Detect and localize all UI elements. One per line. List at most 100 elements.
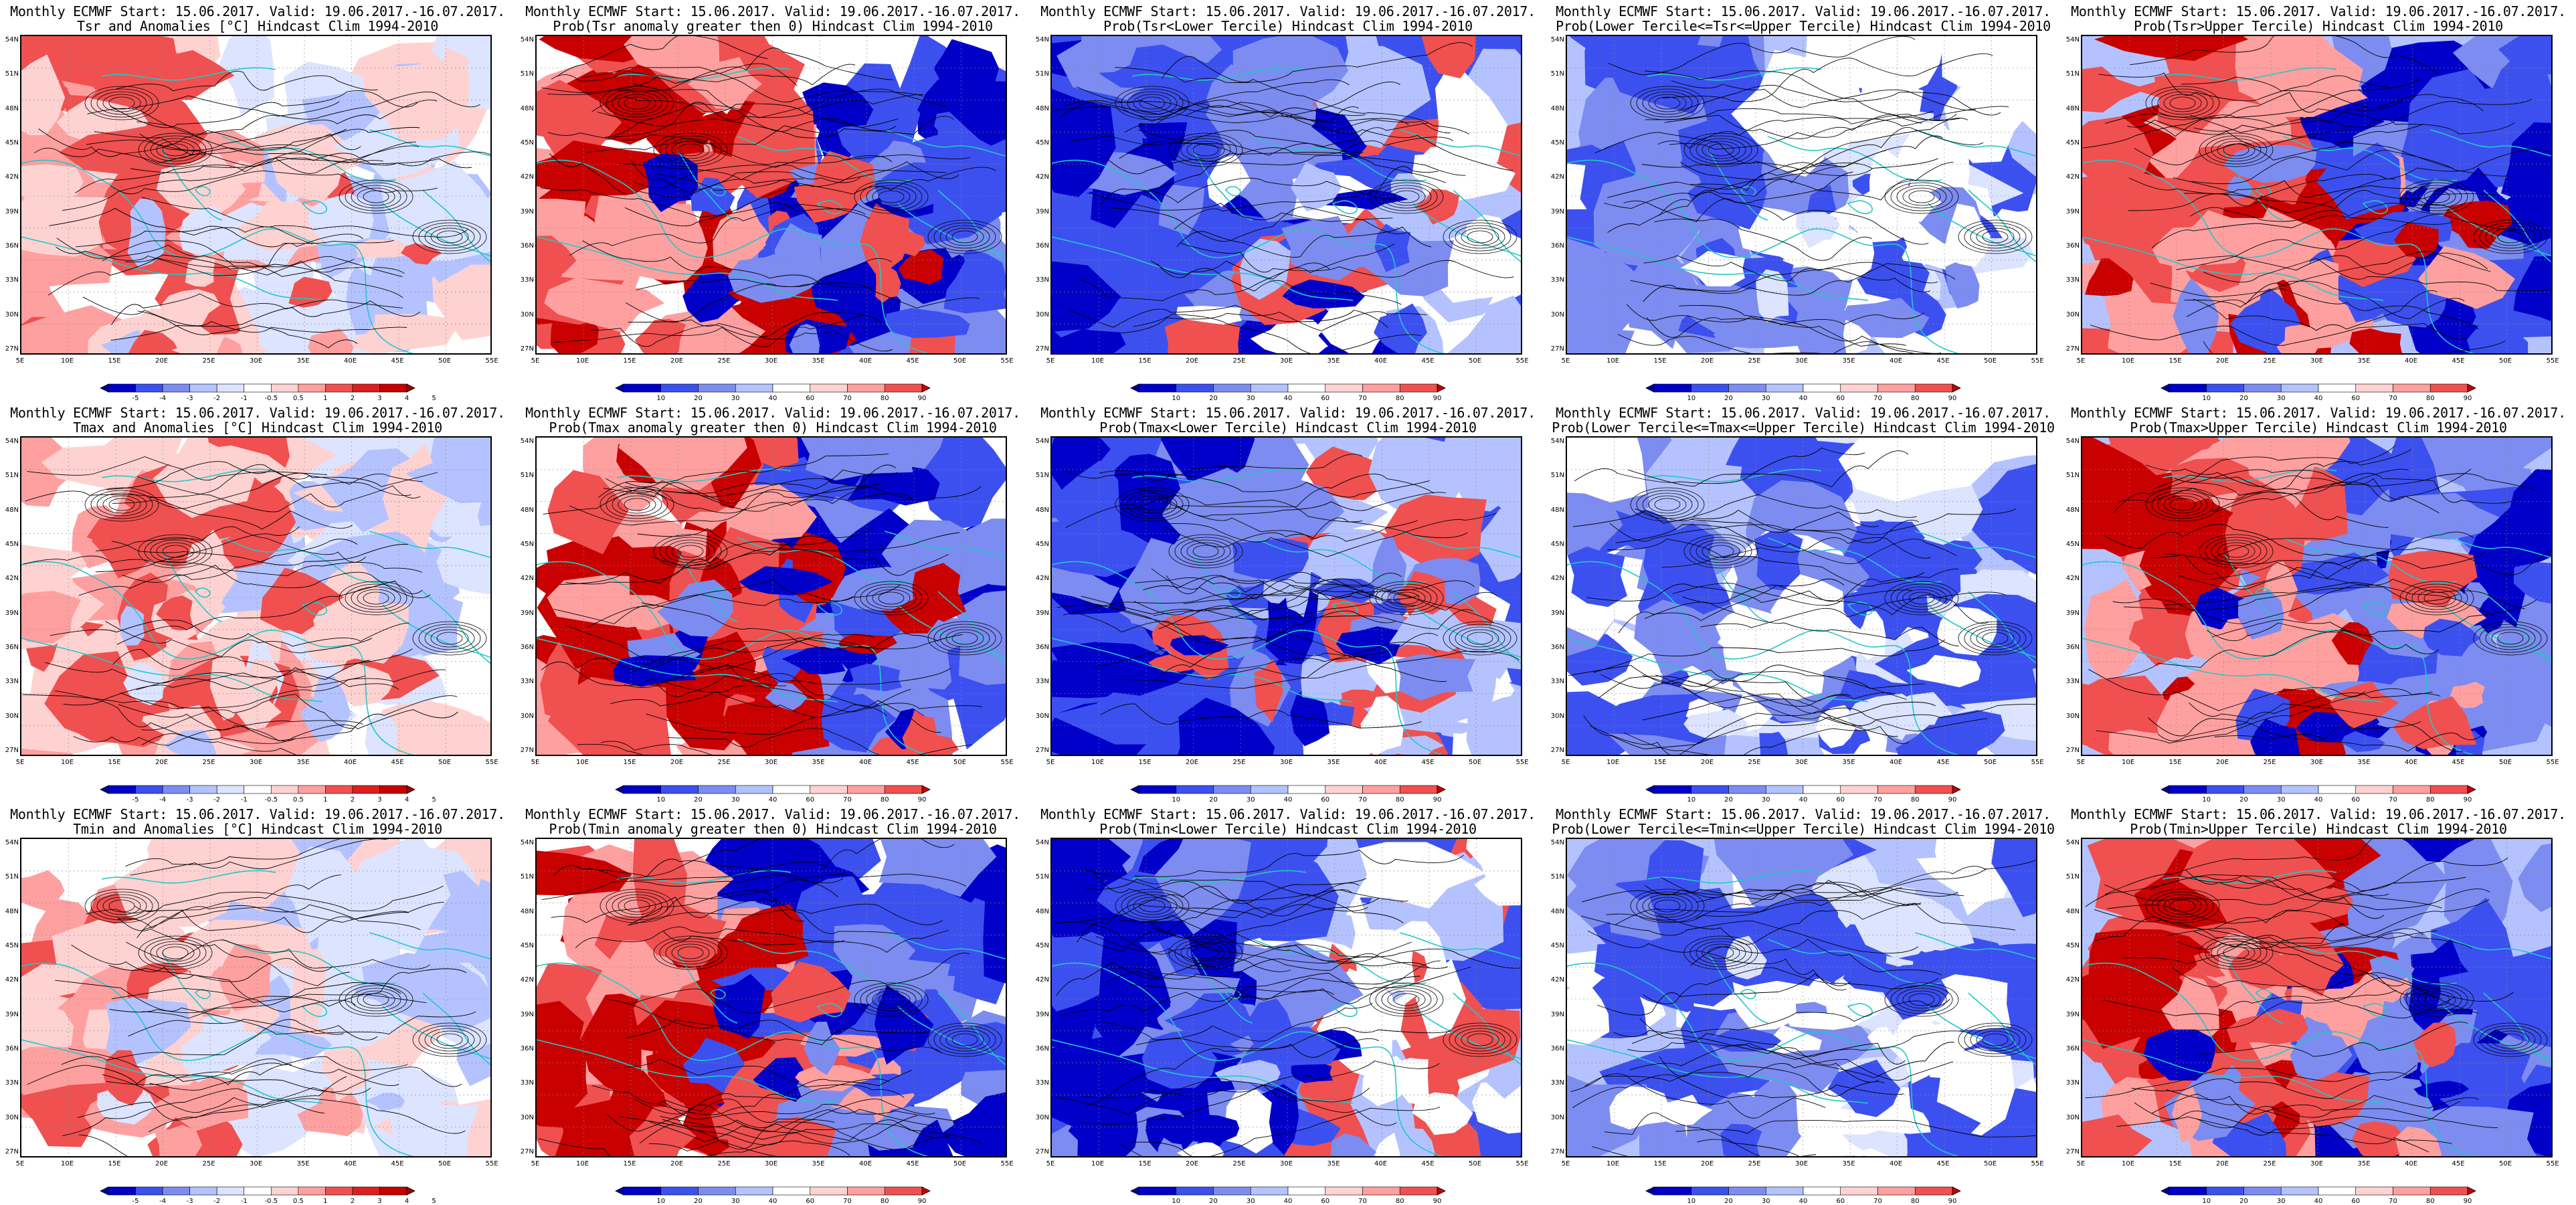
coastline <box>737 136 912 182</box>
colorbar-segment <box>406 785 416 794</box>
longitude-label: 50E <box>953 357 967 365</box>
isotherm-contour <box>1135 572 1402 593</box>
isotherm-contour <box>559 528 872 585</box>
map-area <box>1566 436 2037 756</box>
isotherm-contour <box>927 621 1002 656</box>
field-shading <box>444 716 490 755</box>
colorbar-segment <box>884 1186 923 1196</box>
colorbar-segment <box>921 383 931 393</box>
isotherm-contour <box>78 1134 128 1156</box>
coastline <box>1567 159 1960 353</box>
latitude-label: 48N <box>2065 907 2080 915</box>
latitude-label: 36N <box>2065 242 2080 250</box>
colorbar-segment <box>1399 1186 1438 1196</box>
colorbar-tick-label: 30 <box>1761 1198 1770 1205</box>
latitude-label: 27N <box>520 1148 534 1155</box>
isotherm-contour <box>357 589 395 608</box>
isotherm-contour <box>2145 889 2220 923</box>
latitude-label: 45N <box>5 942 19 949</box>
field-shading <box>739 566 833 595</box>
latitude-label: 33N <box>5 1079 19 1087</box>
coastline <box>537 1039 838 1104</box>
field-shading <box>1473 508 1521 582</box>
isotherm-contour <box>1151 244 1395 280</box>
field-shading <box>1849 576 1899 617</box>
longitude-label: 35E <box>812 357 825 365</box>
isotherm-contour <box>626 1019 943 1054</box>
isotherm-contour <box>345 182 407 211</box>
colorbar-tick-label: 20 <box>2239 1198 2248 1205</box>
field-shading <box>1838 438 1997 502</box>
field-shading <box>789 324 820 353</box>
colorbar-segment <box>623 383 662 393</box>
isotherm-contour <box>418 1025 481 1054</box>
colorbar-segment <box>921 785 931 794</box>
isotherm-contour <box>1467 632 1493 645</box>
isotherm-contour <box>1105 956 1376 983</box>
field-shading <box>682 272 744 323</box>
colorbar-tick-label: 20 <box>1724 796 1733 804</box>
colorbar-segment <box>1691 785 1729 794</box>
isotherm-contour <box>412 219 487 254</box>
coastline <box>537 159 929 353</box>
field-shading <box>1396 1058 1429 1105</box>
longitude-label: 15E <box>108 759 121 766</box>
isotherm-contour <box>1143 575 1416 606</box>
field-shading <box>1301 654 1342 703</box>
isotherm-contour <box>363 591 389 605</box>
isotherm-contour <box>1570 1063 1885 1097</box>
isotherm-contour <box>2423 591 2450 605</box>
isotherm-contour <box>2130 36 2438 75</box>
field-shading <box>466 878 490 976</box>
colorbar-segment <box>2429 785 2468 794</box>
longitude-label: 25E <box>717 357 731 365</box>
longitude-label: 30E <box>249 1160 263 1168</box>
isotherm-contour <box>38 101 340 157</box>
isotherm-contour <box>141 709 458 745</box>
latitude-label: 42N <box>2065 173 2080 181</box>
isotherm-contour <box>1455 225 1505 249</box>
colorbar-tick-label: 40 <box>2314 395 2323 402</box>
colorbar-segment <box>298 1186 326 1196</box>
isotherm-contour <box>2190 203 2452 222</box>
isotherm-contour <box>872 589 911 608</box>
isotherm-contour <box>339 179 413 214</box>
coastline <box>884 531 1006 558</box>
latitude-label: 30N <box>1035 712 1049 720</box>
coastline <box>382 1006 490 1060</box>
coastline <box>1767 537 1942 583</box>
field-shading <box>687 57 763 110</box>
isotherm-contour <box>156 943 195 962</box>
colorbar-tick-label: 10 <box>1172 395 1181 402</box>
field-shading <box>185 257 216 287</box>
isotherm-contour <box>138 534 213 569</box>
longitude-label: 25E <box>1232 1160 1246 1168</box>
isotherm-contour <box>1600 669 1925 689</box>
latitude-label: 30N <box>1550 712 1564 720</box>
isotherm-contour <box>939 626 990 650</box>
isotherm-contour <box>1133 579 1419 616</box>
coastline <box>616 870 792 884</box>
coastline <box>1707 149 1768 221</box>
colorbar-segment <box>847 383 885 393</box>
panel-header-line: Monthly ECMWF Start: 15.06.2017. Valid: … <box>1556 405 2051 421</box>
isotherm-contour <box>632 633 939 672</box>
field-shading <box>943 259 1006 314</box>
isotherm-contour <box>1584 1073 1826 1119</box>
isotherm-contour <box>951 632 978 645</box>
colorbar-segment <box>108 383 136 393</box>
isotherm-contour <box>1642 91 1693 115</box>
latitude-label: 27N <box>2065 747 2080 754</box>
map-area <box>20 35 492 355</box>
field-shading <box>307 193 374 244</box>
coastline <box>537 962 929 1156</box>
isotherm-contour <box>1151 568 1495 624</box>
isotherm-contour <box>2205 537 2268 566</box>
isotherm-contour <box>1467 1033 1493 1046</box>
field-shading <box>2082 116 2154 187</box>
coastline <box>2429 129 2551 157</box>
isotherm-contour <box>1109 967 1420 1000</box>
field-shading <box>127 199 166 268</box>
longitude-label: 30E <box>2310 357 2324 365</box>
colorbar-tick-label: -4 <box>159 796 167 804</box>
